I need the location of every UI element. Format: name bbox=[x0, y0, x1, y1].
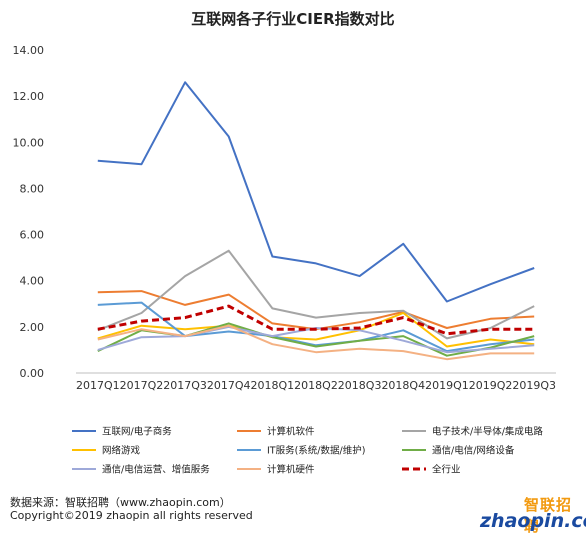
chart-title: 互联网各子行业CIER指数对比 bbox=[191, 10, 395, 28]
y-tick-label: 14.00 bbox=[13, 44, 45, 57]
series-line bbox=[97, 290, 535, 331]
chart-series bbox=[97, 81, 535, 361]
legend-label: 网络游戏 bbox=[102, 445, 141, 457]
y-tick-label: 0.00 bbox=[20, 367, 45, 380]
legend-label: 通信/电信运营、增值服务 bbox=[102, 464, 210, 476]
series-line bbox=[97, 301, 535, 353]
x-tick-label: 2017Q2 bbox=[120, 379, 164, 392]
x-tick-label: 2019Q1 bbox=[425, 379, 469, 392]
zhaopin-logo: 智联招聘 zhaopin.com bbox=[478, 494, 586, 538]
series-line bbox=[97, 304, 535, 336]
legend-label: 计算机软件 bbox=[267, 426, 315, 438]
x-tick-label: 2018Q1 bbox=[251, 379, 295, 392]
legend-label: 通信/电信/网络设备 bbox=[432, 445, 515, 457]
data-source-note: 数据来源：智联招聘（www.zhaopin.com） bbox=[10, 496, 231, 509]
x-tick-label: 2018Q2 bbox=[294, 379, 338, 392]
y-tick-label: 10.00 bbox=[13, 136, 45, 149]
logo-cn-text: 智联招聘 bbox=[524, 496, 573, 535]
y-tick-label: 2.00 bbox=[20, 321, 45, 334]
x-tick-label: 2018Q4 bbox=[381, 379, 425, 392]
x-tick-label: 2019Q2 bbox=[469, 379, 513, 392]
x-tick-label: 2017Q1 bbox=[76, 379, 120, 392]
legend-label: 计算机硬件 bbox=[267, 464, 315, 476]
y-tick-label: 12.00 bbox=[13, 90, 45, 103]
y-tick-label: 8.00 bbox=[20, 182, 45, 195]
series-line bbox=[97, 312, 535, 348]
legend-label: 电子技术/半导体/集成电路 bbox=[432, 426, 543, 438]
x-tick-label: 2018Q3 bbox=[338, 379, 382, 392]
legend-label: 全行业 bbox=[432, 464, 461, 476]
series-line bbox=[97, 81, 535, 303]
logo-en-text: zhaopin.com bbox=[480, 510, 586, 532]
series-line bbox=[97, 249, 535, 340]
x-tick-label: 2017Q4 bbox=[207, 379, 251, 392]
legend-label: 互联网/电子商务 bbox=[102, 426, 172, 438]
x-tick-label: 2017Q3 bbox=[163, 379, 207, 392]
copyright-note: Copyright©2019 zhaopin all rights reserv… bbox=[10, 509, 253, 522]
y-tick-label: 4.00 bbox=[20, 275, 45, 288]
chart-axes: 0.00 2.00 4.00 6.00 8.00 10.00 12.00 14.00 2017Q… bbox=[13, 44, 557, 392]
x-tick-label: 2019Q3 bbox=[512, 379, 556, 392]
legend-label: IT服务(系统/数据/维护) bbox=[267, 445, 365, 457]
series-line bbox=[97, 324, 535, 361]
y-tick-label: 6.00 bbox=[20, 229, 45, 242]
